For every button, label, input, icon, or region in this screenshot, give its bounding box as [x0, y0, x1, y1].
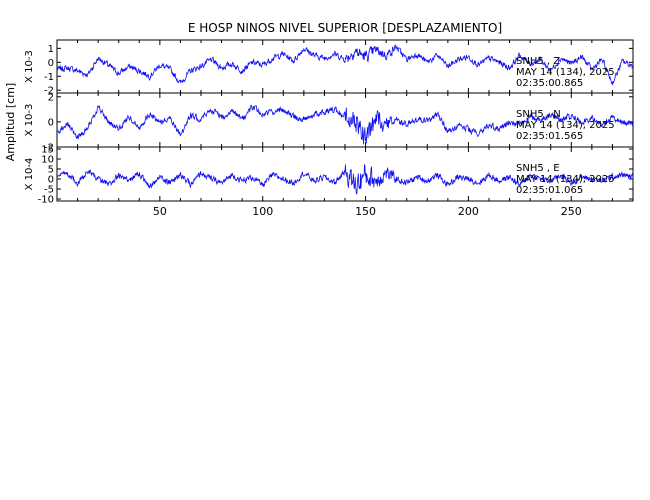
trace-annotation: SNH5 , N — [516, 109, 561, 120]
series-line-2 — [56, 104, 634, 145]
x-tick-label: 200 — [458, 205, 479, 218]
y-tick-label: 15 — [41, 145, 54, 156]
scale-label: X 10-4 — [24, 158, 35, 191]
trace-annotation: MAY 14 (134), 2025 — [516, 67, 615, 78]
y-tick-label: 0 — [48, 58, 54, 69]
trace-annotation: MAY 14 (134), 2025 — [516, 174, 615, 185]
y-tick-label: -5 — [44, 185, 54, 196]
chart-title: E HOSP NINOS NIVEL SUPERIOR [DESPLAZAMIE… — [188, 21, 502, 35]
y-axis-label: Amplitud [cm] — [4, 83, 17, 161]
series-line-1 — [56, 43, 634, 86]
y-tick-label: 5 — [48, 165, 54, 176]
trace-annotation: 02:35:00.865 — [516, 78, 583, 89]
y-tick-label: 1 — [48, 44, 54, 55]
scale-label: X 10-3 — [24, 50, 35, 83]
y-tick-label: 2 — [48, 92, 54, 103]
series-line-3 — [56, 163, 634, 195]
trace-annotation: SNH5 , Z — [516, 56, 560, 67]
x-tick-label: 150 — [355, 205, 376, 218]
trace-annotation: SNH5 , E — [516, 163, 560, 174]
x-tick-label: 50 — [153, 205, 167, 218]
x-axis: 50 100 150 200 250 — [77, 40, 613, 218]
y-tick-label: -2 — [44, 86, 54, 97]
x-tick-label: 250 — [561, 205, 582, 218]
y-tick-label: 0 — [48, 117, 54, 128]
trace-annotation: 02:35:01.065 — [516, 185, 583, 196]
y-tick-label: 10 — [41, 155, 54, 166]
y-tick-label: -1 — [44, 72, 54, 83]
trace-annotation: MAY 14 (134), 2025 — [516, 120, 615, 131]
y-tick-label: 0 — [48, 175, 54, 186]
scale-label: X 10-3 — [24, 104, 35, 137]
trace-annotation: 02:35:01.565 — [516, 131, 583, 142]
x-tick-label: 100 — [252, 205, 273, 218]
y-tick-label: -2 — [44, 143, 54, 154]
y-tick-label: -10 — [38, 195, 54, 206]
